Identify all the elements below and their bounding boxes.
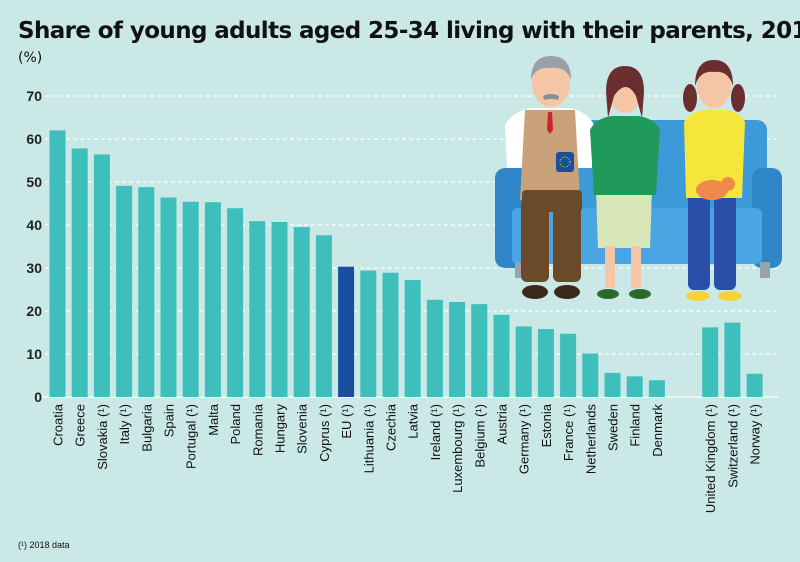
bar-eu bbox=[338, 266, 355, 397]
mother-figure bbox=[590, 66, 660, 299]
bar-italy bbox=[116, 185, 133, 397]
x-tick-label: Norway (¹) bbox=[748, 404, 763, 465]
bar-finland bbox=[626, 376, 643, 397]
x-tick-label: Slovakia (¹) bbox=[95, 404, 110, 470]
bar-france bbox=[560, 333, 577, 397]
x-tick-label: Malta bbox=[206, 403, 221, 436]
bar-greece bbox=[71, 148, 88, 397]
bars bbox=[49, 130, 763, 397]
bar-united-kingdom bbox=[702, 327, 719, 397]
x-tick-label: Spain bbox=[162, 404, 177, 437]
x-tick-label: Finland bbox=[628, 404, 643, 447]
x-axis-labels: Croatia Greece Slovakia (¹) Italy (¹) Bulgar… bbox=[51, 403, 763, 513]
footnote: (¹) 2018 data bbox=[18, 540, 70, 550]
x-tick-label: Hungary bbox=[273, 404, 288, 454]
bar-romania bbox=[249, 221, 266, 397]
x-tick-label: Luxembourg (¹) bbox=[450, 404, 465, 493]
x-tick-label: Belgium (¹) bbox=[472, 404, 487, 468]
y-tick-label: 50 bbox=[26, 174, 42, 190]
bar-portugal bbox=[182, 201, 199, 397]
bar-netherlands bbox=[582, 353, 599, 397]
family-on-sofa-illustration bbox=[495, 56, 782, 301]
bar-austria bbox=[493, 314, 510, 397]
bar-czechia bbox=[382, 272, 399, 397]
x-tick-label: Greece bbox=[73, 404, 88, 447]
x-tick-label: Netherlands bbox=[583, 404, 598, 475]
x-tick-label: United Kingdom (¹) bbox=[703, 404, 718, 513]
bar-bulgaria bbox=[138, 187, 155, 397]
x-tick-label: France (¹) bbox=[561, 404, 576, 461]
x-tick-label: Sweden bbox=[606, 404, 621, 451]
bar-latvia bbox=[404, 280, 421, 397]
bar-norway bbox=[746, 373, 763, 397]
x-tick-label: Italy (¹) bbox=[117, 404, 132, 444]
x-tick-label: Latvia bbox=[406, 403, 421, 438]
x-tick-label: Poland bbox=[228, 404, 243, 444]
bar-luxembourg bbox=[449, 301, 466, 397]
y-tick-label: 70 bbox=[26, 88, 42, 104]
bar-germany bbox=[515, 326, 532, 397]
y-axis-ticks: 0 10 20 30 40 50 60 70 bbox=[26, 88, 42, 405]
chart-title: Share of young adults aged 25-34 living … bbox=[18, 18, 800, 44]
bar-cyprus bbox=[315, 235, 332, 397]
bar-denmark bbox=[648, 380, 665, 397]
x-tick-label: Switzerland (¹) bbox=[725, 404, 740, 488]
x-tick-label: Czechia bbox=[384, 403, 399, 451]
bar-spain bbox=[160, 197, 177, 397]
bar-belgium bbox=[471, 304, 488, 397]
bar-croatia bbox=[49, 130, 66, 397]
x-tick-label: Bulgaria bbox=[139, 403, 154, 451]
y-tick-label: 0 bbox=[34, 389, 42, 405]
grandfather-figure bbox=[505, 56, 594, 299]
x-tick-label: EU (¹) bbox=[339, 404, 354, 439]
x-tick-label: Ireland (¹) bbox=[428, 404, 443, 460]
x-tick-label: Croatia bbox=[51, 403, 66, 446]
y-axis-unit: (%) bbox=[18, 50, 43, 66]
bar-lithuania bbox=[360, 270, 377, 397]
bar-poland bbox=[227, 208, 244, 397]
bar-hungary bbox=[271, 221, 288, 397]
y-tick-label: 20 bbox=[26, 303, 42, 319]
x-tick-label: Cyprus (¹) bbox=[317, 404, 332, 462]
bar-slovenia bbox=[293, 227, 310, 397]
x-tick-label: Germany (¹) bbox=[517, 404, 532, 474]
bar-sweden bbox=[604, 372, 621, 397]
x-tick-label: Estonia bbox=[539, 403, 554, 447]
y-tick-label: 60 bbox=[26, 131, 42, 147]
daughter-figure bbox=[683, 60, 745, 301]
x-tick-label: Slovenia bbox=[295, 403, 310, 454]
bar-slovakia bbox=[93, 154, 110, 397]
x-tick-label: Romania bbox=[250, 403, 265, 456]
x-tick-label: Denmark bbox=[650, 404, 665, 457]
bar-ireland bbox=[426, 299, 443, 397]
x-tick-label: Lithuania (¹) bbox=[361, 404, 376, 473]
y-tick-label: 30 bbox=[26, 260, 42, 276]
bar-estonia bbox=[537, 329, 554, 397]
y-tick-label: 40 bbox=[26, 217, 42, 233]
bar-malta bbox=[204, 202, 221, 397]
bar-switzerland bbox=[724, 322, 741, 397]
x-tick-label: Austria bbox=[495, 403, 510, 444]
x-tick-label: Portugal (¹) bbox=[184, 404, 199, 469]
y-tick-label: 10 bbox=[26, 346, 42, 362]
